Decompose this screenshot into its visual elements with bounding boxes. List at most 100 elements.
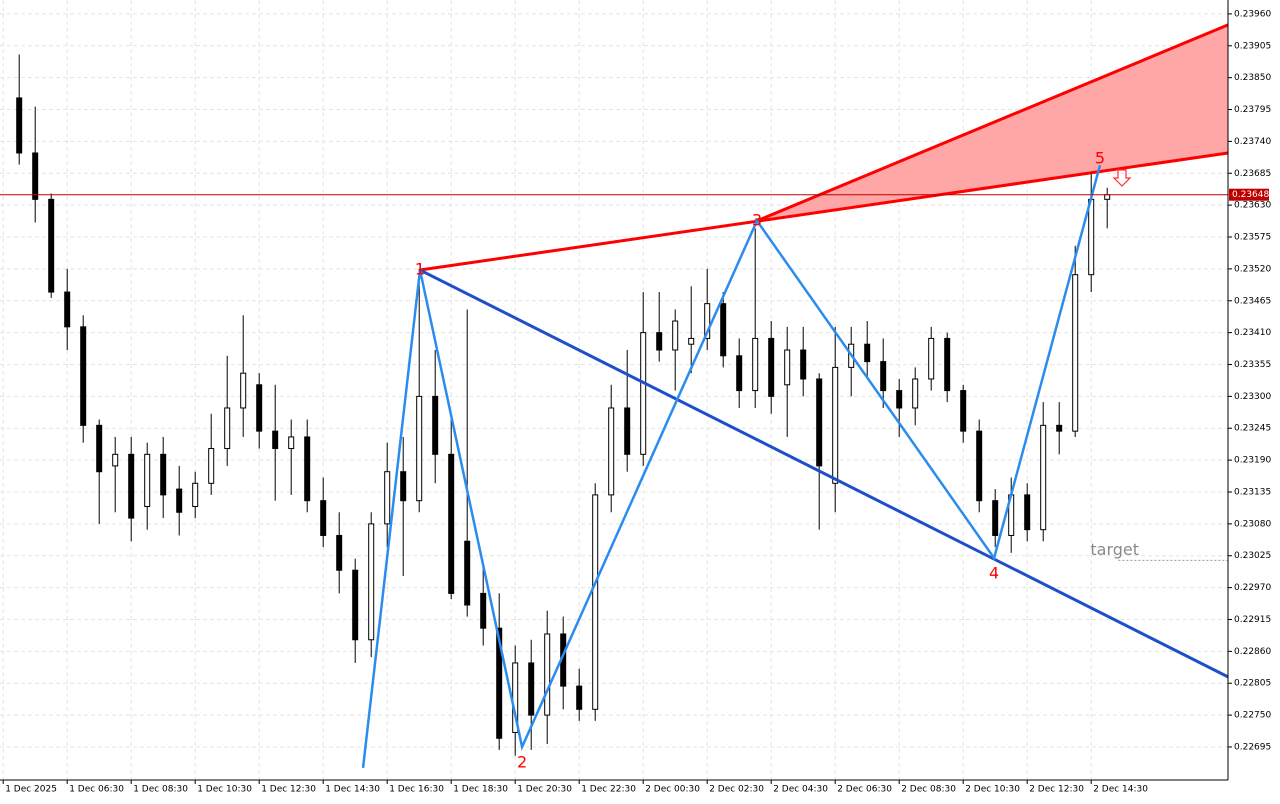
y-tick-label: 0.23575 [1234,233,1271,243]
y-tick-label: 0.23685 [1234,169,1271,179]
candle-body [928,337,935,380]
x-tick-label: 1 Dec 14:30 [325,785,380,795]
candle-body [48,198,55,293]
candle-body [624,407,631,455]
y-tick-label: 0.23410 [1234,328,1271,338]
candle-body [1072,274,1079,432]
y-tick-label: 0.23850 [1234,73,1271,83]
candle-body [864,343,871,363]
candle-body [176,488,183,513]
candle-body [752,337,759,392]
y-tick-label: 0.22805 [1234,679,1271,689]
x-tick-label: 1 Dec 22:30 [581,785,636,795]
y-tick-label: 0.23135 [1234,487,1271,497]
candle-body [608,407,615,496]
candle-body [976,430,983,502]
point-label: 2 [517,752,527,771]
y-tick-label: 0.23520 [1234,264,1271,274]
candle-body [272,430,279,450]
candle-body [64,291,71,328]
x-tick-label: 1 Dec 2025 [5,785,57,795]
x-tick-label: 1 Dec 10:30 [197,785,252,795]
y-tick-label: 0.23960 [1234,9,1271,19]
x-tick-label: 1 Dec 20:30 [517,785,572,795]
candle-body [368,523,375,641]
target-label: target [1090,540,1139,559]
x-tick-label: 2 Dec 14:30 [1093,785,1148,795]
candle-body [656,332,663,351]
candle-body [432,395,439,455]
candle-body [880,361,887,392]
candle-body [688,337,695,345]
candle-body [912,378,919,409]
candle-body [96,424,103,473]
sell-arrow [1112,169,1132,187]
y-tick-label: 0.22915 [1234,615,1271,625]
y-tick-label: 0.23740 [1234,137,1271,147]
y-tick-label: 0.23905 [1234,41,1271,51]
x-tick-label: 2 Dec 12:30 [1029,785,1084,795]
y-tick-label: 0.23300 [1234,392,1271,402]
pattern-line [756,23,1229,223]
y-tick-label: 0.22970 [1234,583,1271,593]
candle-body [1056,424,1063,432]
candle-body [576,685,583,710]
candle-body [592,494,599,710]
y-tick-label: 0.23465 [1234,296,1271,306]
overlay: 1 2 3 4 5 target [0,23,1229,771]
candle-body [992,500,999,536]
y-tick-label: 0.23355 [1234,360,1271,370]
candle-body [544,633,551,716]
candle-body [352,569,359,641]
candles [16,54,1111,756]
point-label: 1 [415,260,425,279]
candle-body [320,500,327,536]
candle-body [384,471,391,525]
candle-body [800,349,807,380]
candle-body [400,471,407,502]
candle-body [672,320,679,351]
last-price-box [1229,188,1269,201]
axes: 0.23960 0.23905 0.23850 0.23795 0.23740 0.236… [2,9,1271,795]
y-tick-label: 0.23245 [1234,424,1271,434]
x-tick-label: 2 Dec 08:30 [901,785,956,795]
y-tick-label: 0.22860 [1234,647,1271,657]
x-tick-label: 2 Dec 04:30 [773,785,828,795]
y-tick-label: 0.23080 [1234,519,1271,529]
candle-body [1088,198,1095,276]
candle-body [144,453,151,507]
y-tick-label: 0.23795 [1234,105,1271,115]
candle-body [736,355,743,392]
candle-body [464,540,471,606]
x-tick-label: 2 Dec 06:30 [837,785,892,795]
candle-body [768,337,775,397]
candle-body [528,662,535,716]
candle-body [336,534,343,571]
candle-body [16,97,23,154]
y-tick-label: 0.22750 [1234,711,1271,721]
candle-body [640,332,647,455]
candle-body [480,592,487,629]
candle-body [960,390,967,432]
point-label: 4 [989,564,999,583]
x-tick-label: 1 Dec 12:30 [261,785,316,795]
candle-body [704,303,711,339]
pattern-line [419,268,1229,679]
candle-body [80,326,87,426]
candle-body [240,372,247,409]
x-tick-label: 2 Dec 00:30 [645,785,700,795]
x-tick-label: 1 Dec 16:30 [389,785,444,795]
x-tick-label: 2 Dec 02:30 [709,785,764,795]
candle-body [192,482,199,507]
y-tick-label: 0.23630 [1234,201,1271,211]
x-tick-label: 1 Dec 06:30 [69,785,124,795]
candle-body [416,395,423,502]
x-tick-label: 1 Dec 08:30 [133,785,188,795]
candle-body [288,436,295,450]
point-label: 3 [752,210,762,229]
x-tick-label: 2 Dec 10:30 [965,785,1020,795]
candle-body [208,448,215,484]
candle-body [256,384,263,432]
candle-body [1040,424,1047,531]
